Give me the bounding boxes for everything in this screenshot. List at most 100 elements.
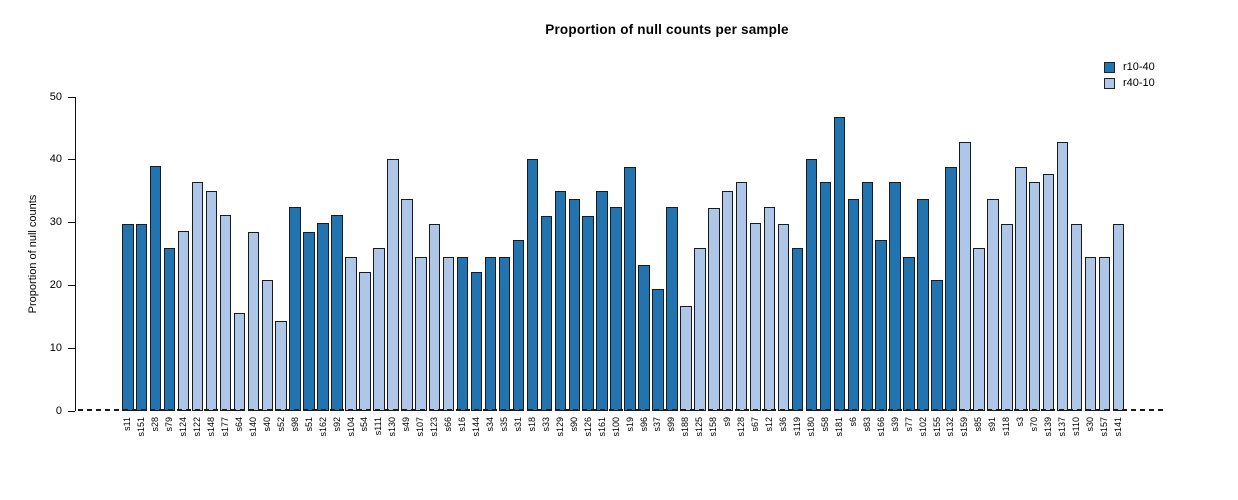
- x-tick-label-s91: s91: [987, 417, 998, 432]
- x-tick-label-s58: s58: [819, 417, 830, 432]
- legend-item-r10-40: r10-40: [1104, 61, 1155, 74]
- bar-s67: [749, 223, 762, 411]
- bar-s107: [415, 257, 427, 411]
- bar-s79: [163, 247, 176, 411]
- legend-swatch-r40-10: [1104, 78, 1115, 89]
- legend-label-r10-40: r10-40: [1123, 61, 1155, 73]
- y-tick-mark-50: [68, 96, 75, 98]
- x-tick-label-s144: s144: [471, 417, 482, 437]
- x-tick-label-s35: s35: [498, 417, 509, 432]
- x-tick-label-s64: s64: [233, 417, 244, 432]
- y-tick-mark-20: [68, 284, 75, 286]
- x-tick-label-s31: s31: [512, 417, 523, 432]
- x-tick-label-s11: s11: [122, 417, 133, 431]
- x-tick-label-s19: s19: [624, 417, 635, 432]
- bar-s158: [708, 207, 720, 411]
- bar-s159: [959, 141, 971, 411]
- bar-s141: [1112, 223, 1125, 411]
- bar-s37: [652, 288, 664, 411]
- x-tick-label-s124: s124: [178, 417, 189, 437]
- bar-s132: [945, 166, 957, 411]
- x-tick-label-s123: s123: [429, 417, 440, 437]
- x-tick-label-s98: s98: [289, 417, 300, 432]
- x-tick-label-s111: s111: [373, 417, 384, 436]
- y-tick-mark-0: [68, 410, 75, 412]
- x-tick-label-s161: s161: [596, 417, 607, 437]
- x-tick-label-s119: s119: [792, 417, 802, 436]
- y-tick-mark-30: [68, 222, 75, 224]
- x-tick-label-s3: s3: [1015, 417, 1026, 427]
- bar-s40: [261, 280, 274, 411]
- bar-s125: [694, 247, 706, 411]
- bar-s66: [442, 257, 455, 411]
- bar-s124: [177, 231, 190, 411]
- x-tick-label-s166: s166: [875, 417, 886, 437]
- x-tick-label-s125: s125: [694, 417, 705, 437]
- x-tick-label-s148: s148: [205, 417, 216, 437]
- bar-s51: [303, 232, 315, 411]
- y-tick-label-30: 30: [49, 216, 62, 229]
- x-tick-label-s67: s67: [750, 417, 761, 432]
- bar-s155: [931, 280, 943, 411]
- x-tick-label-s39: s39: [889, 417, 900, 432]
- x-tick-label-s188: s188: [680, 417, 691, 437]
- x-tick-label-s180: s180: [805, 417, 816, 437]
- y-axis-title: Proportion of null counts: [27, 194, 39, 314]
- bar-s140: [247, 232, 260, 411]
- x-tick-label-s12: s12: [764, 417, 775, 432]
- bar-s6: [847, 199, 860, 411]
- bar-s104: [345, 257, 357, 411]
- bar-s118: [1001, 223, 1013, 411]
- x-tick-label-s151: s151: [136, 417, 147, 437]
- bar-s188: [680, 305, 692, 411]
- x-tick-label-s129: s129: [554, 417, 565, 437]
- bar-s16: [456, 257, 469, 411]
- bars: [122, 97, 1125, 411]
- x-tick-label-s96: s96: [638, 417, 649, 432]
- bar-s70: [1028, 182, 1041, 411]
- bar-s128: [735, 182, 748, 411]
- bar-s19: [624, 166, 636, 411]
- bar-s157: [1098, 257, 1111, 411]
- bar-s122: [191, 182, 204, 411]
- x-tick-label-s181: s181: [833, 417, 844, 437]
- bar-s34: [484, 257, 497, 411]
- bar-s90: [568, 199, 580, 411]
- x-tick-label-s122: s122: [192, 417, 203, 437]
- bar-s11: [122, 223, 134, 411]
- bar-s102: [917, 199, 929, 411]
- bar-s33: [540, 215, 553, 411]
- x-tick-label-s100: s100: [610, 417, 621, 437]
- x-tick-label-s51: s51: [303, 417, 314, 432]
- bar-s39: [889, 182, 901, 411]
- x-tick-label-s158: s158: [708, 417, 719, 437]
- x-tick-label-s118: s118: [1001, 417, 1012, 436]
- bar-s3: [1015, 166, 1027, 411]
- bar-s130: [387, 158, 399, 411]
- x-tick-label-s92: s92: [331, 417, 342, 432]
- x-tick-label-s140: s140: [247, 417, 258, 437]
- bar-s100: [610, 206, 622, 411]
- x-tick-label-s137: s137: [1057, 417, 1068, 437]
- x-tick-label-s6: s6: [847, 417, 858, 427]
- bar-s148: [205, 191, 218, 411]
- bar-s161: [596, 191, 608, 411]
- zero-baseline-dashed: [78, 409, 1165, 411]
- x-tick-label-s34: s34: [485, 417, 496, 432]
- bar-s129: [554, 191, 567, 411]
- bar-s126: [582, 215, 594, 411]
- x-tick-label-s33: s33: [540, 417, 551, 432]
- bar-s35: [498, 257, 511, 411]
- bar-s177: [219, 215, 232, 411]
- y-tick-label-20: 20: [49, 278, 62, 291]
- bar-s54: [359, 272, 371, 411]
- x-tick-label-s159: s159: [959, 417, 970, 437]
- x-tick-label-s16: s16: [457, 417, 468, 432]
- bar-s181: [833, 117, 846, 411]
- y-tick-label-0: 0: [55, 404, 62, 417]
- bar-s151: [135, 223, 148, 411]
- x-tick-label-s99: s99: [666, 417, 677, 432]
- x-tick-label-s79: s79: [164, 417, 175, 432]
- x-tick-label-s85: s85: [973, 417, 984, 432]
